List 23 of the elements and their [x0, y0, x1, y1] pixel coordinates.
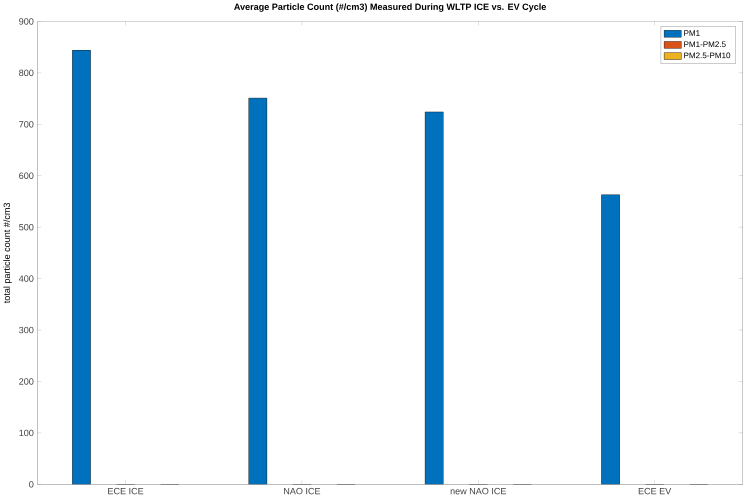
bar [72, 50, 91, 484]
x-tick-label: NAO ICE [284, 488, 320, 494]
y-tick-label: 600 [19, 172, 34, 180]
y-tick-label: 200 [19, 378, 34, 385]
y-tick-label: 300 [19, 326, 34, 334]
y-tick-label: 500 [19, 224, 34, 231]
chart-title: Average Particle Count (#/cm3) Measured During WLTP ICE vs. EV Cycle [234, 4, 546, 12]
y-tick-label: 100 [19, 430, 34, 436]
bar [601, 194, 620, 484]
x-tick-label: ECE EV [638, 488, 672, 494]
y-tick-label: 900 [19, 18, 34, 25]
bar [424, 112, 444, 484]
y-tick-label: 800 [19, 70, 34, 76]
y-axis-title: total particle count #/cm3 [3, 203, 12, 304]
legend-label: PM1 [684, 30, 700, 36]
bar [248, 98, 268, 484]
x-tick-label: new NAO ICE [450, 488, 506, 494]
legend-label: PM2.5-PM10 [684, 52, 730, 58]
y-tick-label: 400 [18, 276, 34, 282]
y-tick-label: 700 [19, 121, 34, 128]
y-tick-label: 0 [29, 481, 34, 488]
x-tick-label: ECE ICE [108, 488, 144, 494]
legend-label: PM1-PM2.5 [684, 42, 726, 48]
